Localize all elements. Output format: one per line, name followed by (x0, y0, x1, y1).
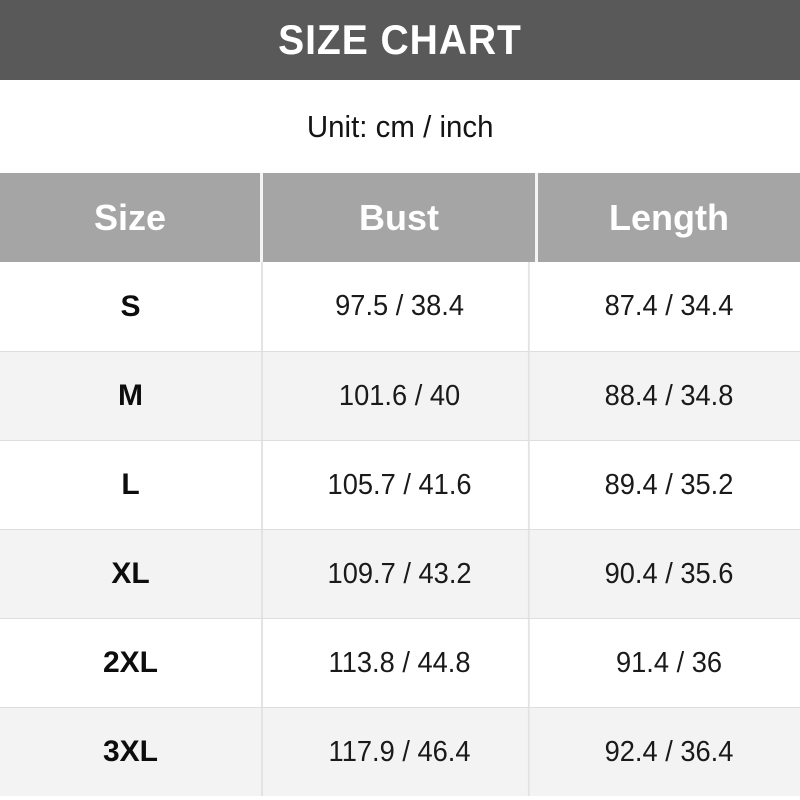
unit-label: Unit: cm / inch (306, 108, 494, 144)
bottom-margin (0, 796, 800, 800)
length-value: 89.4 / 35.2 (604, 468, 734, 501)
table-row: L 105.7 / 41.6 89.4 / 35.2 (0, 440, 800, 529)
table-row: 3XL 117.9 / 46.4 92.4 / 36.4 (0, 707, 800, 796)
length-value: 88.4 / 34.8 (604, 379, 734, 412)
size-label: M (0, 352, 263, 440)
bust-value: 109.7 / 43.2 (271, 530, 530, 618)
length-value: 92.4 / 36.4 (604, 735, 734, 768)
bust-value: 105.7 / 41.6 (271, 441, 530, 529)
table-header-row: Size Bust Length (0, 173, 800, 262)
bust-value: 117.9 / 46.4 (271, 708, 530, 796)
length-value: 90.4 / 35.6 (604, 557, 734, 590)
size-label: XL (0, 530, 263, 618)
size-label: S (0, 262, 263, 351)
table-row: XL 109.7 / 43.2 90.4 / 35.6 (0, 529, 800, 618)
bust-value: 97.5 / 38.4 (271, 262, 530, 351)
size-label: 2XL (0, 619, 263, 707)
size-label: L (0, 441, 263, 529)
size-table: Size Bust Length S 97.5 / 38.4 87.4 / 34… (0, 173, 800, 796)
length-value: 91.4 / 36 (615, 646, 723, 679)
bust-value: 113.8 / 44.8 (271, 619, 530, 707)
column-header-size: Size (0, 173, 263, 262)
size-label: 3XL (0, 708, 263, 796)
column-header-bust: Bust (263, 173, 538, 262)
title-bar: SIZE CHART (0, 0, 800, 80)
unit-bar: Unit: cm / inch (0, 80, 800, 173)
column-header-length: Length (609, 196, 729, 238)
table-row: S 97.5 / 38.4 87.4 / 34.4 (0, 262, 800, 351)
table-row: 2XL 113.8 / 44.8 91.4 / 36 (0, 618, 800, 707)
bust-value: 101.6 / 40 (271, 352, 530, 440)
page-title: SIZE CHART (278, 16, 522, 63)
length-value: 87.4 / 34.4 (604, 290, 734, 322)
table-row: M 101.6 / 40 88.4 / 34.8 (0, 351, 800, 440)
